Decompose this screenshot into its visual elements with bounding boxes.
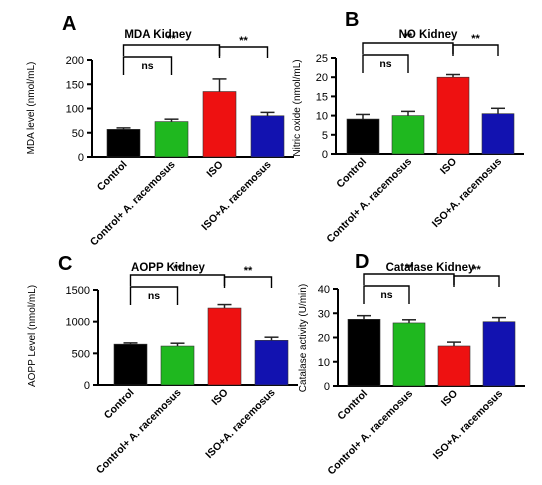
y-tick-label: 40 <box>318 284 330 296</box>
panel-letter: B <box>345 9 359 31</box>
x-tick-label: Control <box>334 156 369 191</box>
y-tick-label: 10 <box>318 357 330 369</box>
chart-title: Catalase Kidney <box>386 262 475 274</box>
bar-2 <box>436 76 470 155</box>
bar-2 <box>207 307 242 386</box>
bar-0 <box>346 118 380 155</box>
bar-3 <box>254 340 289 386</box>
y-tick-label: 0 <box>84 380 90 392</box>
significance-bracket <box>223 276 273 288</box>
y-tick-label: 10 <box>316 111 328 123</box>
significance-bracket <box>363 285 410 304</box>
significance-label: ns <box>379 58 391 70</box>
y-tick-label: 0 <box>78 152 84 164</box>
panel-letter: C <box>58 253 72 275</box>
significance-label: ** <box>405 262 414 274</box>
bar-0 <box>106 129 141 158</box>
significance-bracket <box>362 54 409 73</box>
y-tick-label: 5 <box>322 130 328 142</box>
bar-2 <box>437 345 471 387</box>
significance-label: ** <box>404 31 413 43</box>
significance-bracket <box>129 286 179 305</box>
panel-a: A MDA Kidney MDA level (nmol/mL) 0 50 100 150 2… <box>26 13 294 248</box>
y-tick-label: 50 <box>72 128 84 140</box>
x-tick-label: Control <box>102 387 137 422</box>
y-axis-label: Catalase activity (U/min) <box>298 284 309 392</box>
bar-1 <box>391 115 425 155</box>
bar-0 <box>113 343 148 386</box>
significance-label: ns <box>141 60 153 72</box>
y-tick-label: 150 <box>66 79 84 91</box>
y-tick-label: 1000 <box>66 317 90 329</box>
y-axis-label: Nitric oxide (nmol/mL) <box>292 59 303 156</box>
chart-title: NO Kidney <box>399 29 458 41</box>
x-tick-label: Control <box>95 159 130 194</box>
significance-bracket <box>122 56 173 75</box>
panel-b: B NO Kidney Nitric oxide (nmol/mL) 0 5 10 15 20… <box>292 9 524 245</box>
significance-label: ** <box>173 263 182 275</box>
y-tick-label: 30 <box>318 308 330 320</box>
x-tick-label: Control+ A. racemosus <box>324 156 414 246</box>
significance-bracket <box>453 275 500 287</box>
y-tick-label: 200 <box>66 55 84 67</box>
bar-0 <box>347 319 381 387</box>
chart-title: MDA Kidney <box>124 29 192 41</box>
x-tick-label: ISO <box>204 159 225 180</box>
panel-d: D Catalase Kidney Catalase activity (U/min… <box>298 251 525 477</box>
bar-3 <box>482 321 516 387</box>
y-tick-label: 20 <box>316 72 328 84</box>
bar-2 <box>202 91 237 158</box>
bar-1 <box>154 121 189 158</box>
x-tick-label: Control+ A. racemosus <box>325 388 415 478</box>
y-tick-label: 1500 <box>66 285 90 297</box>
panel-letter: D <box>355 251 369 273</box>
panel-c: C AOPP Kidney AOPP Level (nmol/mL) 0 500 1000… <box>27 253 298 476</box>
significance-label: ** <box>239 35 248 47</box>
bar-1 <box>392 322 426 387</box>
x-tick-label: Control+ A. racemosus <box>88 159 178 249</box>
significance-label: ** <box>471 33 480 45</box>
bar-3 <box>250 115 285 158</box>
significance-bracket <box>452 44 499 56</box>
x-tick-label: ISO <box>439 388 460 409</box>
significance-label: ** <box>167 33 176 45</box>
x-tick-label: Control+ A. racemosus <box>94 387 184 477</box>
significance-label: ** <box>472 264 481 276</box>
significance-bracket <box>129 274 226 286</box>
significance-bracket <box>122 44 221 56</box>
y-tick-label: 500 <box>72 348 90 360</box>
y-axis-label: MDA level (nmol/mL) <box>26 62 37 155</box>
significance-bracket <box>362 42 454 54</box>
y-tick-label: 25 <box>316 53 328 65</box>
significance-bracket <box>363 273 455 285</box>
x-tick-label: ISO <box>209 387 230 408</box>
y-tick-label: 0 <box>324 381 330 393</box>
bar-1 <box>160 345 195 386</box>
chart-title: AOPP Kidney <box>131 262 206 274</box>
x-tick-label: ISO <box>438 156 459 177</box>
significance-bracket <box>218 46 269 58</box>
panel-letter: A <box>62 13 76 35</box>
bar-3 <box>481 113 515 155</box>
y-axis-label: AOPP Level (nmol/mL) <box>27 285 38 387</box>
y-tick-label: 0 <box>322 149 328 161</box>
y-tick-label: 15 <box>316 91 328 103</box>
x-tick-label: Control <box>335 388 370 423</box>
significance-label: ** <box>244 265 253 277</box>
y-tick-label: 100 <box>66 104 84 116</box>
significance-label: ns <box>148 290 160 302</box>
y-tick-label: 20 <box>318 333 330 345</box>
significance-label: ns <box>380 289 392 301</box>
